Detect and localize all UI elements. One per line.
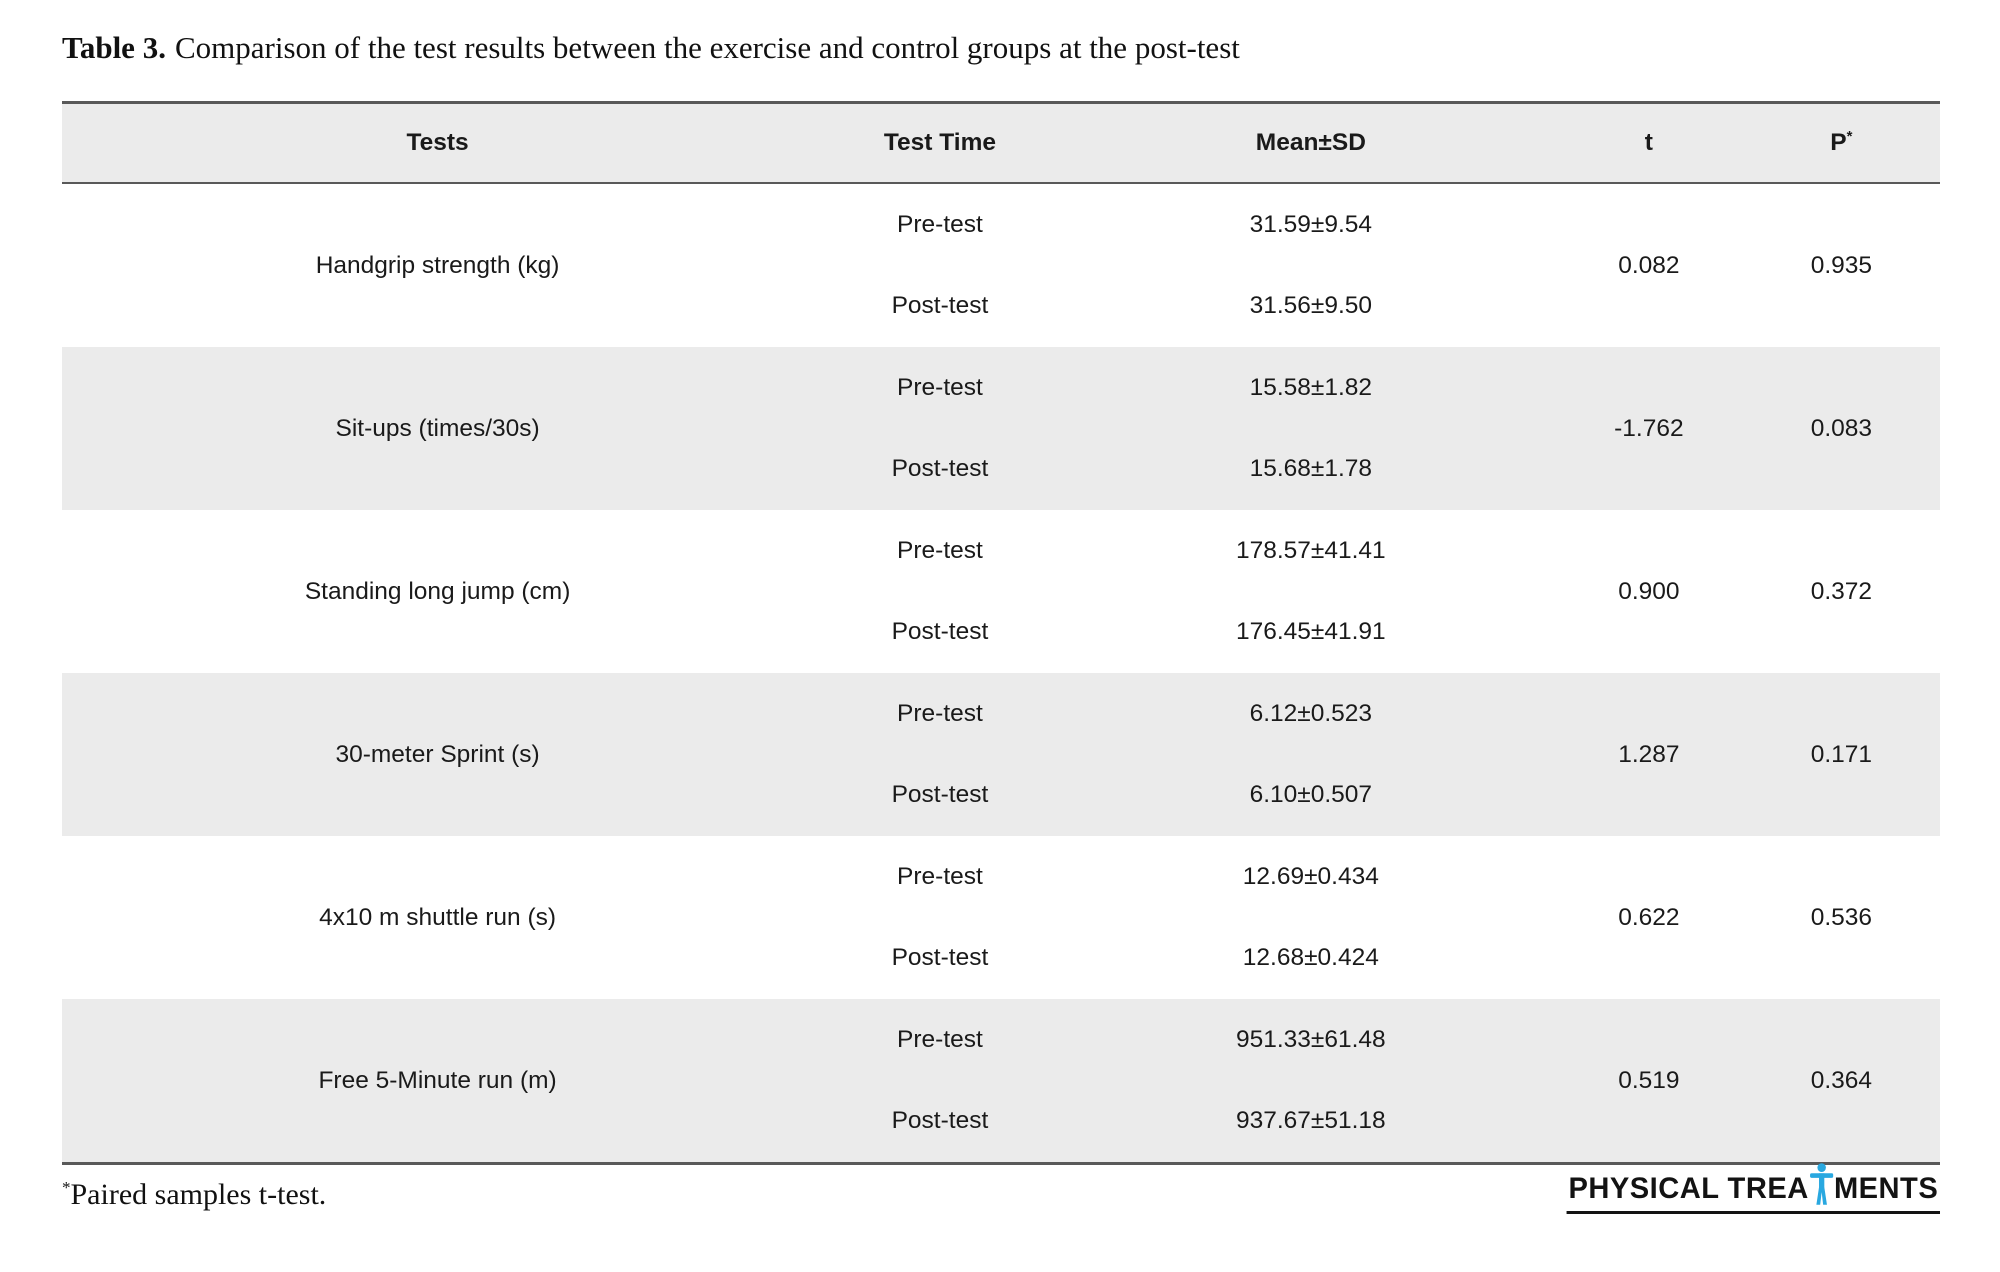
data-table: Tests Test Time Mean±SD t P* Handgrip st… xyxy=(62,101,1940,1165)
pre-test-mean: 15.58±1.82 xyxy=(1249,373,1373,401)
p-value: 0.083 xyxy=(1810,414,1873,442)
test-time-cell: Pre-test Post-test xyxy=(813,673,1067,836)
test-name-cell: Sit-ups (times/30s) xyxy=(335,414,540,442)
table-row-shuttle-run: 4x10 m shuttle run (s) Pre-test Post-tes… xyxy=(62,836,1940,999)
footnote-asterisk: * xyxy=(62,1178,71,1197)
t-value: 0.622 xyxy=(1618,903,1680,931)
footnote-text: Paired samples t-test. xyxy=(70,1178,327,1211)
pre-test-label: Pre-test xyxy=(897,699,983,727)
footnote: *Paired samples t-test. xyxy=(62,1172,326,1212)
post-test-label: Post-test xyxy=(891,781,989,809)
post-test-label: Post-test xyxy=(891,292,989,320)
p-value: 0.364 xyxy=(1810,1066,1873,1094)
pre-test-mean: 31.59±9.54 xyxy=(1249,210,1373,238)
mean-sd-cell: 951.33±61.48 937.67±51.18 xyxy=(1067,999,1555,1162)
table-row-situps: Sit-ups (times/30s) Pre-test Post-test 1… xyxy=(62,347,1940,510)
test-name-cell: 4x10 m shuttle run (s) xyxy=(319,903,557,931)
table-row-handgrip: Handgrip strength (kg) Pre-test Post-tes… xyxy=(62,184,1940,347)
p-value: 0.372 xyxy=(1810,577,1873,605)
test-time-cell: Pre-test Post-test xyxy=(813,510,1067,673)
mean-sd-cell: 178.57±41.41 176.45±41.91 xyxy=(1067,510,1555,673)
table-row-sprint: 30-meter Sprint (s) Pre-test Post-test 6… xyxy=(62,673,1940,836)
test-name-cell: Standing long jump (cm) xyxy=(304,577,571,605)
journal-logo: PHYSICAL TREA MENTS xyxy=(1566,1163,1940,1214)
table-title: Table 3. Comparison of the test results b… xyxy=(62,30,1240,66)
mean-sd-cell: 6.12±0.523 6.10±0.507 xyxy=(1067,673,1555,836)
p-value: 0.171 xyxy=(1810,740,1873,768)
pre-test-label: Pre-test xyxy=(897,1025,983,1053)
post-test-label: Post-test xyxy=(891,455,989,483)
pre-test-label: Pre-test xyxy=(897,373,983,401)
mean-sd-cell: 12.69±0.434 12.68±0.424 xyxy=(1067,836,1555,999)
table-header-row: Tests Test Time Mean±SD t P* xyxy=(62,101,1940,184)
t-value: 0.900 xyxy=(1618,577,1680,605)
table-footer: *Paired samples t-test. PHYSICAL TREA ME… xyxy=(62,1163,1940,1214)
header-cell-t: t xyxy=(1644,129,1653,156)
post-test-label: Post-test xyxy=(891,944,989,972)
test-time-cell: Pre-test Post-test xyxy=(813,184,1067,347)
p-value: 0.536 xyxy=(1810,903,1873,931)
test-name-cell: Handgrip strength (kg) xyxy=(315,251,560,279)
header-cell-mean-sd: Mean±SD xyxy=(1255,129,1366,156)
post-test-mean: 176.45±41.91 xyxy=(1235,618,1386,646)
post-test-label: Post-test xyxy=(891,618,989,646)
post-test-mean: 31.56±9.50 xyxy=(1249,292,1373,320)
table-title-label: Table 3. xyxy=(62,30,166,65)
t-value: 0.082 xyxy=(1618,251,1680,279)
header-cell-tests: Tests xyxy=(406,129,469,156)
person-icon xyxy=(1809,1163,1833,1205)
test-name-cell: 30-meter Sprint (s) xyxy=(335,740,540,768)
test-time-cell: Pre-test Post-test xyxy=(813,836,1067,999)
t-value: 0.519 xyxy=(1618,1066,1680,1094)
header-cell-p: P* xyxy=(1743,129,1940,157)
p-value: 0.935 xyxy=(1810,251,1873,279)
test-time-cell: Pre-test Post-test xyxy=(813,347,1067,510)
pre-test-label: Pre-test xyxy=(897,862,983,890)
pre-test-label: Pre-test xyxy=(897,210,983,238)
mean-sd-cell: 31.59±9.54 31.56±9.50 xyxy=(1067,184,1555,347)
test-time-cell: Pre-test Post-test xyxy=(813,999,1067,1162)
pre-test-mean: 12.69±0.434 xyxy=(1242,862,1379,890)
header-p-label: P xyxy=(1830,129,1847,156)
post-test-label: Post-test xyxy=(891,1107,989,1135)
pre-test-mean: 951.33±61.48 xyxy=(1235,1025,1386,1053)
t-value: -1.762 xyxy=(1614,414,1684,442)
mean-sd-cell: 15.58±1.82 15.68±1.78 xyxy=(1067,347,1555,510)
header-cell-test-time: Test Time xyxy=(883,129,996,156)
t-value: 1.287 xyxy=(1618,740,1680,768)
post-test-mean: 6.10±0.507 xyxy=(1249,781,1373,809)
header-p-asterisk: * xyxy=(1846,127,1853,145)
table-row-long-jump: Standing long jump (cm) Pre-test Post-te… xyxy=(62,510,1940,673)
test-name-cell: Free 5-Minute run (m) xyxy=(318,1066,557,1094)
pre-test-label: Pre-test xyxy=(897,536,983,564)
post-test-mean: 937.67±51.18 xyxy=(1235,1107,1386,1135)
table-row-free-run: Free 5-Minute run (m) Pre-test Post-test… xyxy=(62,999,1940,1162)
pre-test-mean: 6.12±0.523 xyxy=(1249,699,1373,727)
table-title-text: Comparison of the test results between t… xyxy=(174,30,1240,65)
logo-text-left: PHYSICAL TREA xyxy=(1568,1172,1809,1205)
logo-text-right: MENTS xyxy=(1833,1172,1939,1205)
pre-test-mean: 178.57±41.41 xyxy=(1235,536,1386,564)
post-test-mean: 12.68±0.424 xyxy=(1242,944,1379,972)
post-test-mean: 15.68±1.78 xyxy=(1249,455,1373,483)
